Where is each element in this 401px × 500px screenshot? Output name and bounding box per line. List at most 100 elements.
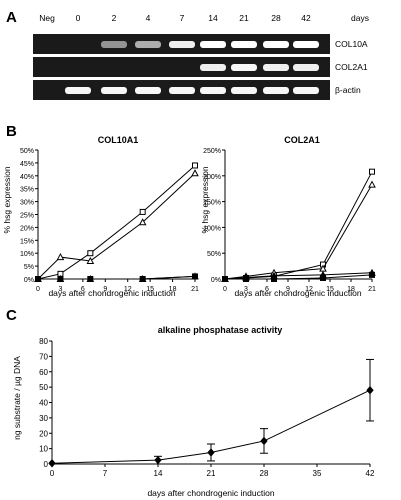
gel-band <box>135 87 161 94</box>
gel-band <box>169 87 195 94</box>
x-tick-label: 0 <box>36 286 40 293</box>
gel-band <box>200 87 226 94</box>
gel-band <box>169 41 195 48</box>
x-tick-label: 28 <box>260 469 269 478</box>
series-line <box>224 184 373 280</box>
y-tick-label: 10% <box>20 251 34 258</box>
x-tick-label: 12 <box>124 286 132 293</box>
col10a1-ylabel: % hsg expression <box>2 166 12 233</box>
col10a1-xlabel: days after chondrogenic induction <box>48 288 175 298</box>
y-tick-label: 20% <box>20 225 34 232</box>
gel-lane-label: 21 <box>239 13 249 23</box>
data-point <box>369 168 375 175</box>
x-tick-label: 9 <box>286 286 290 293</box>
data-point <box>56 253 65 261</box>
y-tick-label: 25% <box>20 213 34 220</box>
alp-title: alkaline phosphatase activity <box>158 325 283 335</box>
gel-band <box>231 87 257 94</box>
y-tick-label: 10 <box>39 445 48 454</box>
data-point <box>86 274 95 282</box>
gel-band <box>293 87 319 94</box>
x-tick-label: 15 <box>326 286 334 293</box>
y-tick-label: 200% <box>203 174 221 181</box>
series-line <box>224 171 373 280</box>
x-tick-label: 21 <box>207 469 216 478</box>
gel-lane-label: 14 <box>208 13 218 23</box>
y-tick-label: 15% <box>20 238 34 245</box>
data-point <box>242 273 250 281</box>
x-tick-label: 0 <box>50 469 55 478</box>
y-tick-label: 30 <box>39 414 48 423</box>
alp-chart: 0 10 20 30 40 50 60 70 80 0 7 14 21 28 35 42 <box>39 337 375 478</box>
gel-band <box>65 87 91 94</box>
data-point <box>260 436 268 446</box>
x-tick-label: 12 <box>305 286 313 293</box>
gel-lane-label: 28 <box>271 13 281 23</box>
gel-band <box>263 41 289 48</box>
x-tick-label: 15 <box>146 286 154 293</box>
gel-lane-label: Neg <box>39 13 55 23</box>
data-point <box>138 218 147 226</box>
y-tick-label: 45% <box>20 161 34 168</box>
gel-row-background <box>33 57 330 77</box>
x-tick-label: 6 <box>81 286 85 293</box>
x-tick-label: 21 <box>191 286 199 293</box>
gel-lane-label: 2 <box>112 13 117 23</box>
x-tick-label: 42 <box>366 469 375 478</box>
gel-lane-label: 42 <box>301 13 311 23</box>
data-point <box>56 274 65 282</box>
y-tick-label: 5% <box>24 264 34 271</box>
x-tick-label: 21 <box>368 286 376 293</box>
data-point <box>368 268 376 276</box>
gel-lane-label: 4 <box>146 13 151 23</box>
data-point <box>154 455 162 465</box>
gel-band <box>231 41 257 48</box>
data-point <box>368 180 376 188</box>
y-tick-label: 50% <box>207 251 221 258</box>
y-tick-label: 50 <box>39 383 48 392</box>
col10a1-chart: 0% 5% 10% 15% 20% 25% 30% 35% 40% 45% 50% 0 3 6 9 12 15 1… <box>20 148 199 293</box>
col2a1-xlabel: days after chondrogenic induction <box>234 288 361 298</box>
col2a1-chart: 0% 50% 100% 150% 200% 250% 0 3 6 9 12 15 18 21 <box>203 148 376 293</box>
gel-row-label-col2a1: COL2A1 <box>335 62 368 72</box>
x-tick-label: 0 <box>223 286 227 293</box>
data-point <box>319 270 327 278</box>
gel-band <box>200 64 226 71</box>
x-tick-label: 18 <box>347 286 355 293</box>
gel-band <box>293 64 319 71</box>
y-tick-label: 35% <box>20 187 34 194</box>
gel-lane-label: 0 <box>76 13 81 23</box>
y-tick-label: 0% <box>211 277 221 284</box>
panel-label-b: B <box>6 123 17 140</box>
data-point <box>270 271 278 279</box>
data-point <box>192 162 198 169</box>
data-point <box>48 458 56 468</box>
data-point <box>207 448 215 457</box>
data-point <box>221 274 229 282</box>
data-point <box>86 256 95 264</box>
series-line <box>37 165 196 280</box>
y-tick-label: 50% <box>20 148 34 155</box>
data-point <box>139 208 146 215</box>
y-tick-label: 250% <box>203 148 221 155</box>
gel-band <box>200 41 226 48</box>
data-point <box>191 169 199 177</box>
gel-band <box>135 41 161 48</box>
panel-label-c: C <box>6 307 17 324</box>
y-tick-label: 70 <box>39 352 48 361</box>
data-point <box>191 272 199 280</box>
alp-xlabel: days after chondrogenic induction <box>147 488 274 498</box>
y-tick-label: 0 <box>44 460 49 469</box>
gel-band <box>101 87 127 94</box>
x-tick-label: 14 <box>154 469 163 478</box>
col2a1-ylabel: % hsg expression <box>200 166 210 233</box>
y-tick-label: 40 <box>39 399 48 408</box>
data-point <box>34 274 42 282</box>
x-tick-label: 3 <box>58 286 62 293</box>
x-tick-label: 6 <box>265 286 269 293</box>
gel-band <box>231 64 257 71</box>
gel-unit-label: days <box>351 13 369 23</box>
y-tick-label: 150% <box>203 200 221 207</box>
y-tick-label: 30% <box>20 200 34 207</box>
